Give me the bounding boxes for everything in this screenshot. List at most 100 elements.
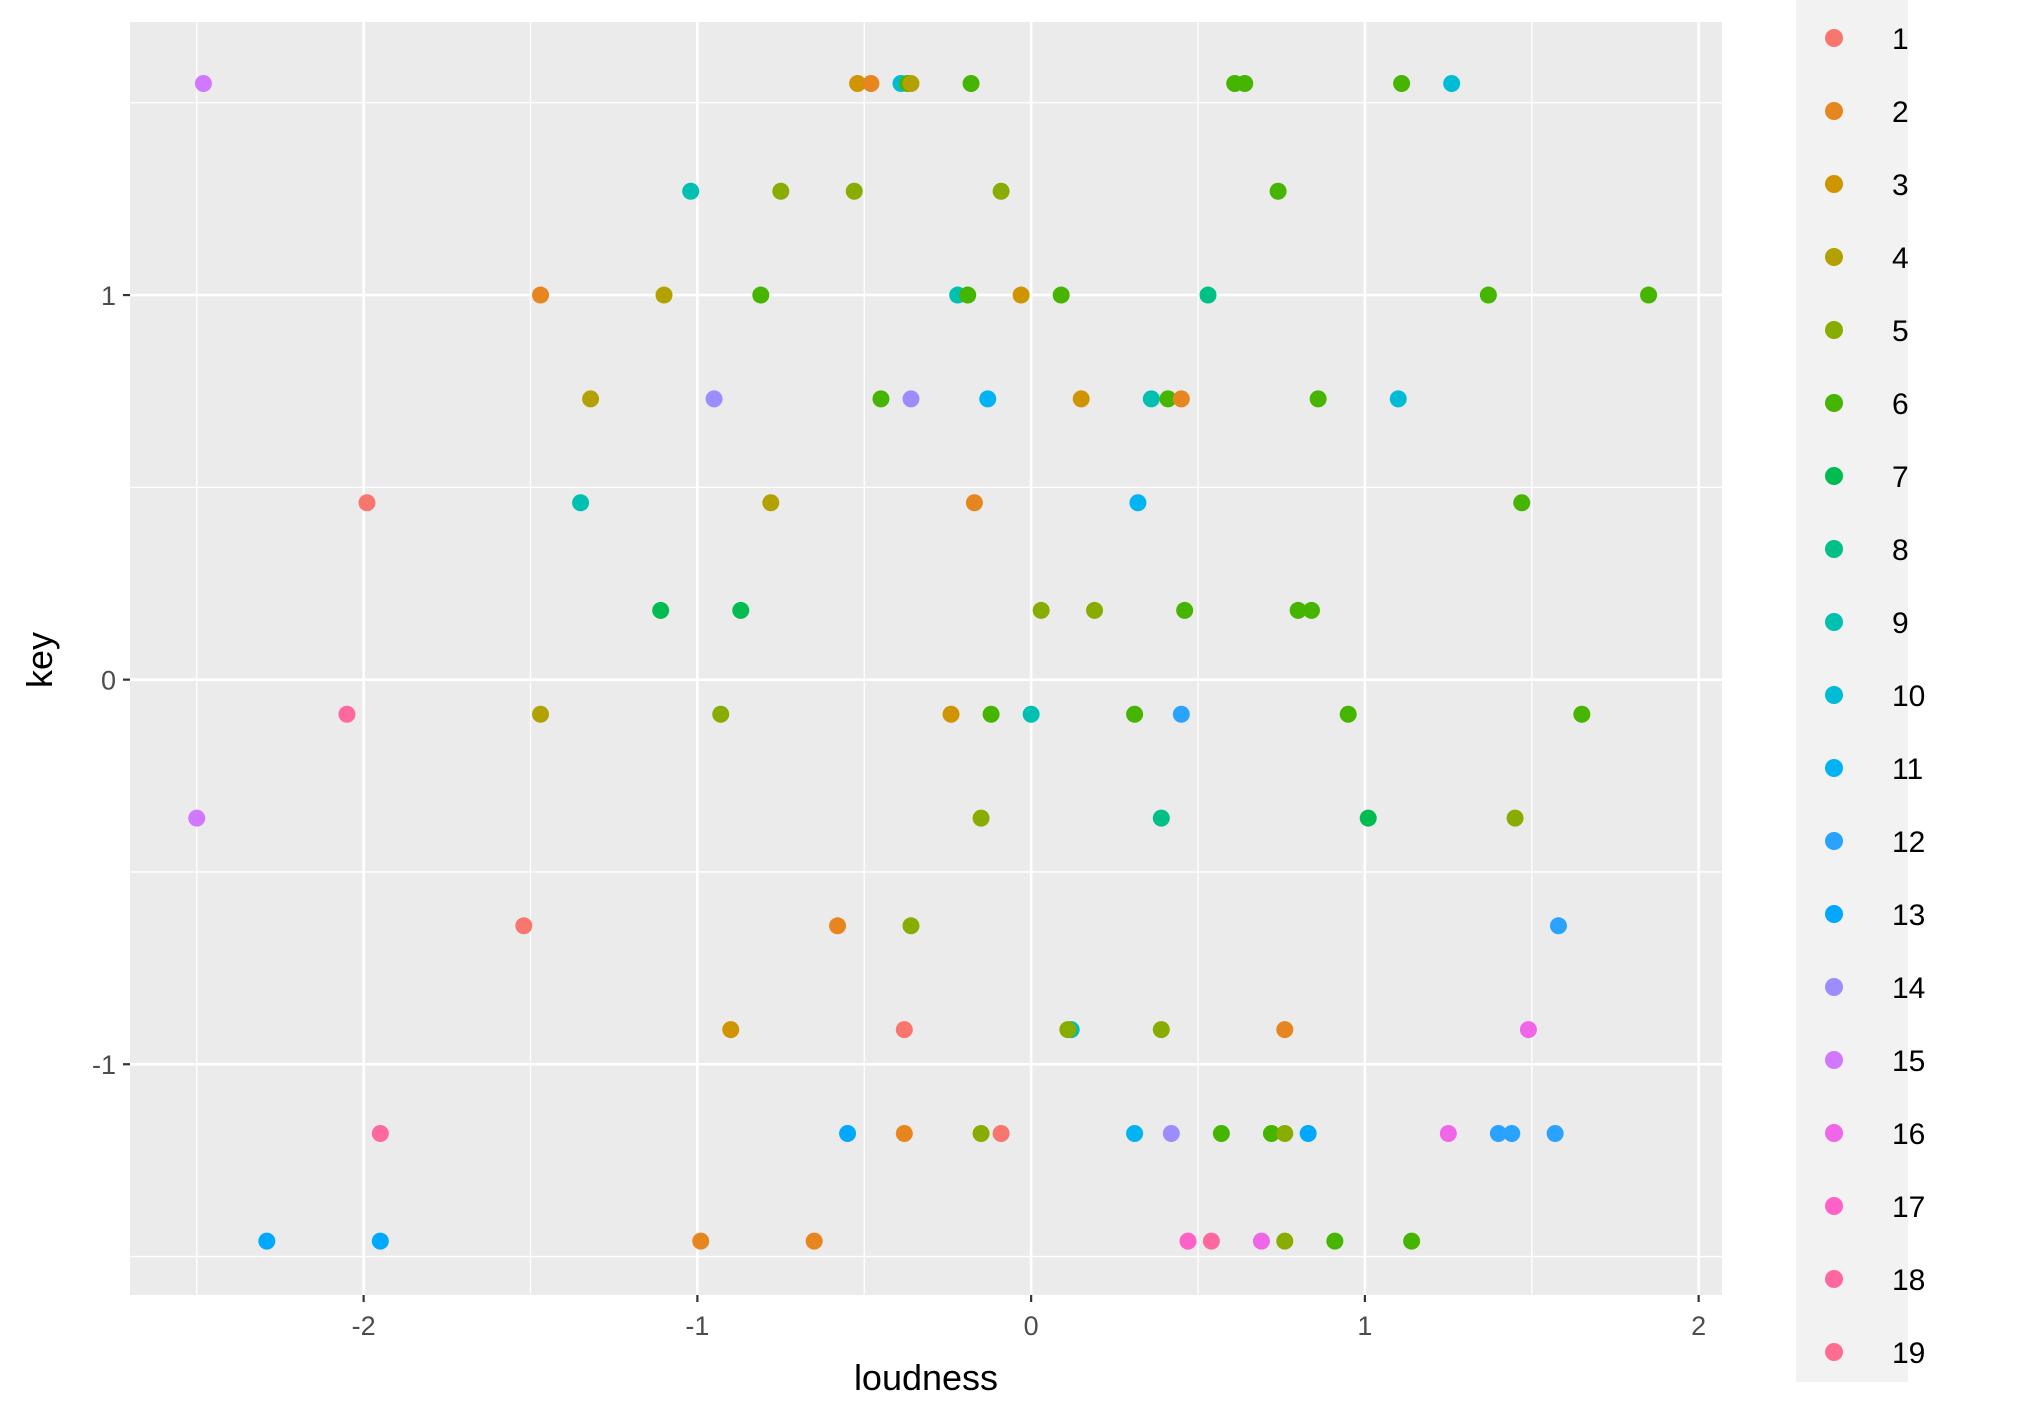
legend-label: 5 — [1892, 315, 1909, 348]
data-point — [829, 917, 847, 935]
data-point — [1159, 390, 1177, 408]
data-point — [532, 286, 550, 304]
data-point — [1546, 1124, 1564, 1142]
data-points — [188, 75, 1658, 1250]
data-point — [655, 286, 673, 304]
legend-key — [1825, 1051, 1843, 1069]
legend-key — [1825, 29, 1843, 47]
data-point — [1126, 1124, 1144, 1142]
data-point — [1199, 286, 1217, 304]
legend-label: 18 — [1892, 1264, 1925, 1297]
data-point — [712, 705, 730, 723]
data-point — [1479, 286, 1497, 304]
data-point — [1573, 705, 1591, 723]
legend-key — [1825, 686, 1843, 704]
x-tick-label: -1 — [685, 1311, 709, 1341]
legend-label: 15 — [1892, 1045, 1925, 1078]
data-point — [902, 390, 920, 408]
data-point — [849, 75, 867, 93]
legend-label: 10 — [1892, 680, 1925, 713]
axes: -2 -1 0 1 2 -1 0 1 — [92, 281, 1706, 1341]
y-tick-label: 0 — [101, 666, 116, 696]
minor-gridlines — [130, 22, 1722, 1295]
data-point — [1179, 1232, 1197, 1250]
legend-label: 1 — [1892, 23, 1909, 56]
data-point — [1276, 1232, 1294, 1250]
data-point — [572, 494, 590, 512]
data-point — [1086, 601, 1104, 619]
legend-key — [1825, 540, 1843, 558]
data-point — [1126, 705, 1144, 723]
data-point — [895, 1124, 913, 1142]
data-point — [1302, 601, 1320, 619]
data-point — [1236, 75, 1254, 93]
legend-key — [1825, 613, 1843, 631]
x-tick-label: -2 — [352, 1311, 376, 1341]
legend-key — [1825, 978, 1843, 996]
data-point — [582, 390, 600, 408]
data-point — [652, 601, 670, 619]
legend-key — [1825, 1343, 1843, 1361]
data-point — [902, 75, 920, 93]
legend-key — [1825, 1124, 1843, 1142]
data-point — [1012, 286, 1030, 304]
plot-panel — [130, 22, 1722, 1295]
data-point — [1262, 1124, 1280, 1142]
data-point — [1443, 75, 1461, 93]
data-point — [1052, 286, 1070, 304]
x-tick-label: 0 — [1024, 1311, 1039, 1341]
y-tick-label: 1 — [101, 281, 116, 311]
data-point — [839, 1124, 857, 1142]
data-point — [1252, 1232, 1270, 1250]
data-point — [194, 75, 212, 93]
data-point — [682, 182, 700, 200]
data-point — [1513, 494, 1531, 512]
data-point — [1269, 182, 1287, 200]
data-point — [982, 705, 1000, 723]
legend-label: 11 — [1892, 753, 1923, 786]
data-point — [358, 494, 376, 512]
data-point — [1393, 75, 1411, 93]
data-point — [972, 809, 990, 827]
data-point — [371, 1232, 389, 1250]
data-point — [1022, 705, 1040, 723]
data-point — [1326, 1232, 1344, 1250]
legend-label: 3 — [1892, 169, 1909, 202]
legend-key — [1825, 905, 1843, 923]
data-point — [972, 1124, 990, 1142]
data-point — [1339, 705, 1357, 723]
data-point — [1359, 809, 1377, 827]
legend-key — [1825, 1270, 1843, 1288]
legend-key — [1825, 1197, 1843, 1215]
data-point — [862, 75, 880, 93]
y-axis-title: key — [19, 632, 60, 688]
data-point — [959, 286, 977, 304]
data-point — [1129, 494, 1147, 512]
legend-key — [1825, 175, 1843, 193]
data-point — [1202, 1232, 1220, 1250]
legend-key — [1825, 759, 1843, 777]
data-point — [338, 705, 356, 723]
data-point — [845, 182, 863, 200]
data-point — [1032, 601, 1050, 619]
data-point — [1276, 1021, 1294, 1039]
x-tick-label: 1 — [1357, 1311, 1372, 1341]
data-point — [188, 809, 206, 827]
legend-label: 8 — [1892, 534, 1909, 567]
data-point — [1506, 809, 1524, 827]
legend-key — [1825, 467, 1843, 485]
data-point — [722, 1021, 740, 1039]
data-point — [1172, 390, 1190, 408]
data-point — [895, 1021, 913, 1039]
data-point — [1439, 1124, 1457, 1142]
data-point — [515, 917, 533, 935]
data-point — [1212, 1124, 1230, 1142]
y-tick-label: -1 — [92, 1050, 116, 1080]
legend-key — [1825, 102, 1843, 120]
data-point — [965, 494, 983, 512]
data-point — [1162, 1124, 1180, 1142]
legend-label: 7 — [1892, 461, 1909, 494]
data-point — [1142, 390, 1160, 408]
